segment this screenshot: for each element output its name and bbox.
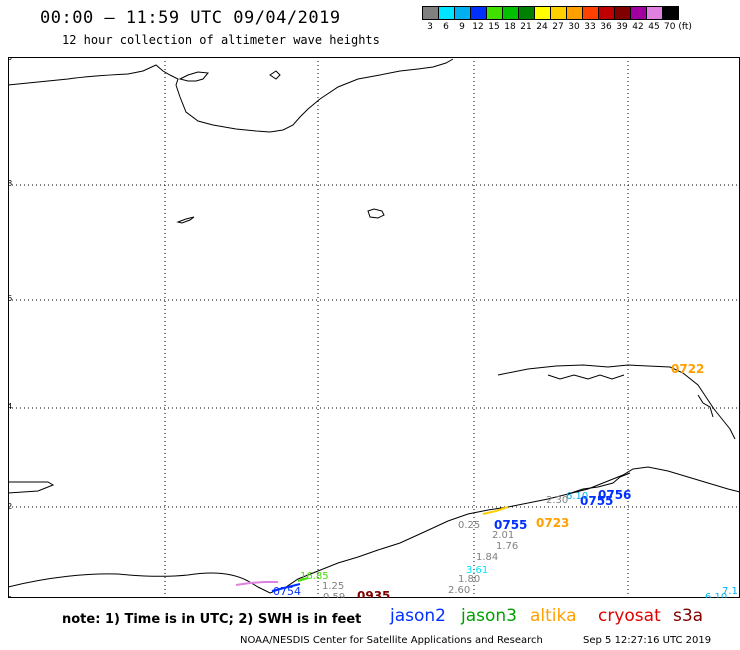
wave-height-annotation: 0755 — [494, 518, 527, 532]
coastline-kolyuchin-bay — [178, 71, 209, 82]
color-swatch — [438, 6, 455, 20]
wave-height-annotation: 16.85 — [300, 571, 329, 582]
color-swatch — [630, 6, 647, 20]
coastline-norton — [497, 364, 736, 440]
color-scale-label: 6 — [443, 22, 449, 32]
wave-height-annotation: 1.76 — [496, 541, 518, 552]
wave-height-annotation: 1.80 — [458, 574, 480, 585]
wave-height-annotation: 0755 — [580, 494, 613, 508]
track-altika — [482, 506, 509, 515]
color-swatch — [422, 6, 439, 20]
color-swatch — [614, 6, 631, 20]
color-scale-label: 33 — [584, 22, 596, 32]
latitude-label: 60 — [8, 595, 12, 598]
track-jason3 — [297, 577, 309, 582]
wave-height-annotation: 6.10 — [566, 491, 588, 502]
wave-height-annotation: 1.84 — [476, 552, 498, 563]
color-swatch — [566, 6, 583, 20]
color-swatch — [662, 6, 679, 20]
latitude-label: 62 — [8, 502, 12, 511]
latitude-label: 70 — [8, 57, 12, 62]
color-swatch — [502, 6, 519, 20]
color-scale-label: 12 — [472, 22, 484, 32]
wave-height-annotation: 2.60 — [448, 585, 470, 596]
color-swatch — [534, 6, 551, 20]
coastline-yukon-delta — [547, 374, 625, 380]
wave-height-annotation: 0723 — [536, 516, 569, 530]
latitude-labels: 70 68 66 64 62 60 — [8, 57, 12, 598]
wave-height-annotation: 3.61 — [466, 565, 488, 576]
color-swatch — [646, 6, 663, 20]
latitude-label: 68 — [8, 179, 12, 188]
chart-title: 00:00 — 11:59 UTC 09/04/2019 — [40, 8, 341, 28]
map-panel: 0722 0756 0755 6.10 2.30 0755 0723 0.25 2.01 1.76… — [8, 57, 740, 598]
wave-height-annotation: 0.59 — [323, 592, 345, 598]
coastline-bering-south — [8, 466, 740, 594]
latitude-label: 64 — [8, 402, 12, 411]
coastline-chukotka-north — [8, 58, 454, 133]
coastline-peninsula-east — [697, 394, 714, 418]
color-scale-label: 45 — [648, 22, 660, 32]
coastline-small-island-2 — [176, 216, 195, 224]
color-scale-labels: 3 6 9 12 15 18 21 24 27 30 33 36 39 42 45 70 (ft) — [422, 22, 692, 32]
map-frame — [8, 57, 740, 598]
color-swatch — [518, 6, 535, 20]
track-cryosat-pink — [235, 581, 278, 586]
satellite-altika: altika — [530, 606, 577, 626]
wave-height-annotation: 0722 — [671, 362, 704, 376]
chart-subtitle: 12 hour collection of altimeter wave hei… — [62, 33, 380, 47]
satellite-jason2: jason2 — [390, 606, 446, 626]
color-scale-bar — [422, 6, 679, 20]
color-scale-label: 42 — [632, 22, 644, 32]
color-scale-label: 39 — [616, 22, 628, 32]
footer-timestamp: Sep 5 12:27:16 UTC 2019 — [583, 635, 712, 646]
coastline-cape — [269, 70, 281, 80]
color-scale-label: 3 — [427, 22, 433, 32]
color-scale-label: 30 — [568, 22, 580, 32]
wave-height-annotation: 6.10 — [705, 592, 727, 598]
wave-height-annotation: 0.25 — [458, 520, 480, 531]
color-scale-label: 15 — [488, 22, 500, 32]
satellite-s3a: s3a — [673, 606, 704, 626]
color-scale-label: 18 — [504, 22, 516, 32]
color-swatch — [550, 6, 567, 20]
color-swatch — [598, 6, 615, 20]
track-jason2 — [271, 583, 301, 592]
color-swatch — [454, 6, 471, 20]
latitude-label: 66 — [8, 294, 12, 303]
wave-height-annotation: 0754 — [273, 585, 301, 598]
color-scale-label: 27 — [552, 22, 564, 32]
color-scale-label: 70 (ft) — [664, 22, 692, 32]
wave-height-annotation: 0935 — [357, 589, 390, 598]
coastline — [8, 58, 740, 594]
color-swatch — [582, 6, 599, 20]
wave-height-annotation: 2.01 — [492, 530, 514, 541]
footer-credit: NOAA/NESDIS Center for Satellite Applica… — [240, 635, 543, 646]
coastline-small-island — [367, 208, 385, 219]
color-swatch — [486, 6, 503, 20]
coastline-shelf — [567, 472, 631, 495]
wave-height-annotation: 7.1 — [722, 586, 738, 597]
altimeter-tracks — [235, 506, 509, 592]
satellite-cryosat: cryosat — [598, 606, 661, 626]
wave-height-annotation: 1.25 — [322, 581, 344, 592]
color-scale-label: 21 — [520, 22, 532, 32]
note-text: note: 1) Time is in UTC; 2) SWH is in fe… — [62, 612, 362, 627]
color-scale-label: 9 — [459, 22, 465, 32]
coastline-alaska-west — [8, 481, 55, 494]
color-scale-label: 36 — [600, 22, 612, 32]
graticule — [8, 57, 740, 598]
color-swatch — [470, 6, 487, 20]
satellite-jason3: jason3 — [461, 606, 517, 626]
wave-height-annotation: 2.30 — [546, 495, 568, 506]
color-scale-label: 24 — [536, 22, 548, 32]
wave-height-annotation: 0756 — [598, 488, 631, 502]
